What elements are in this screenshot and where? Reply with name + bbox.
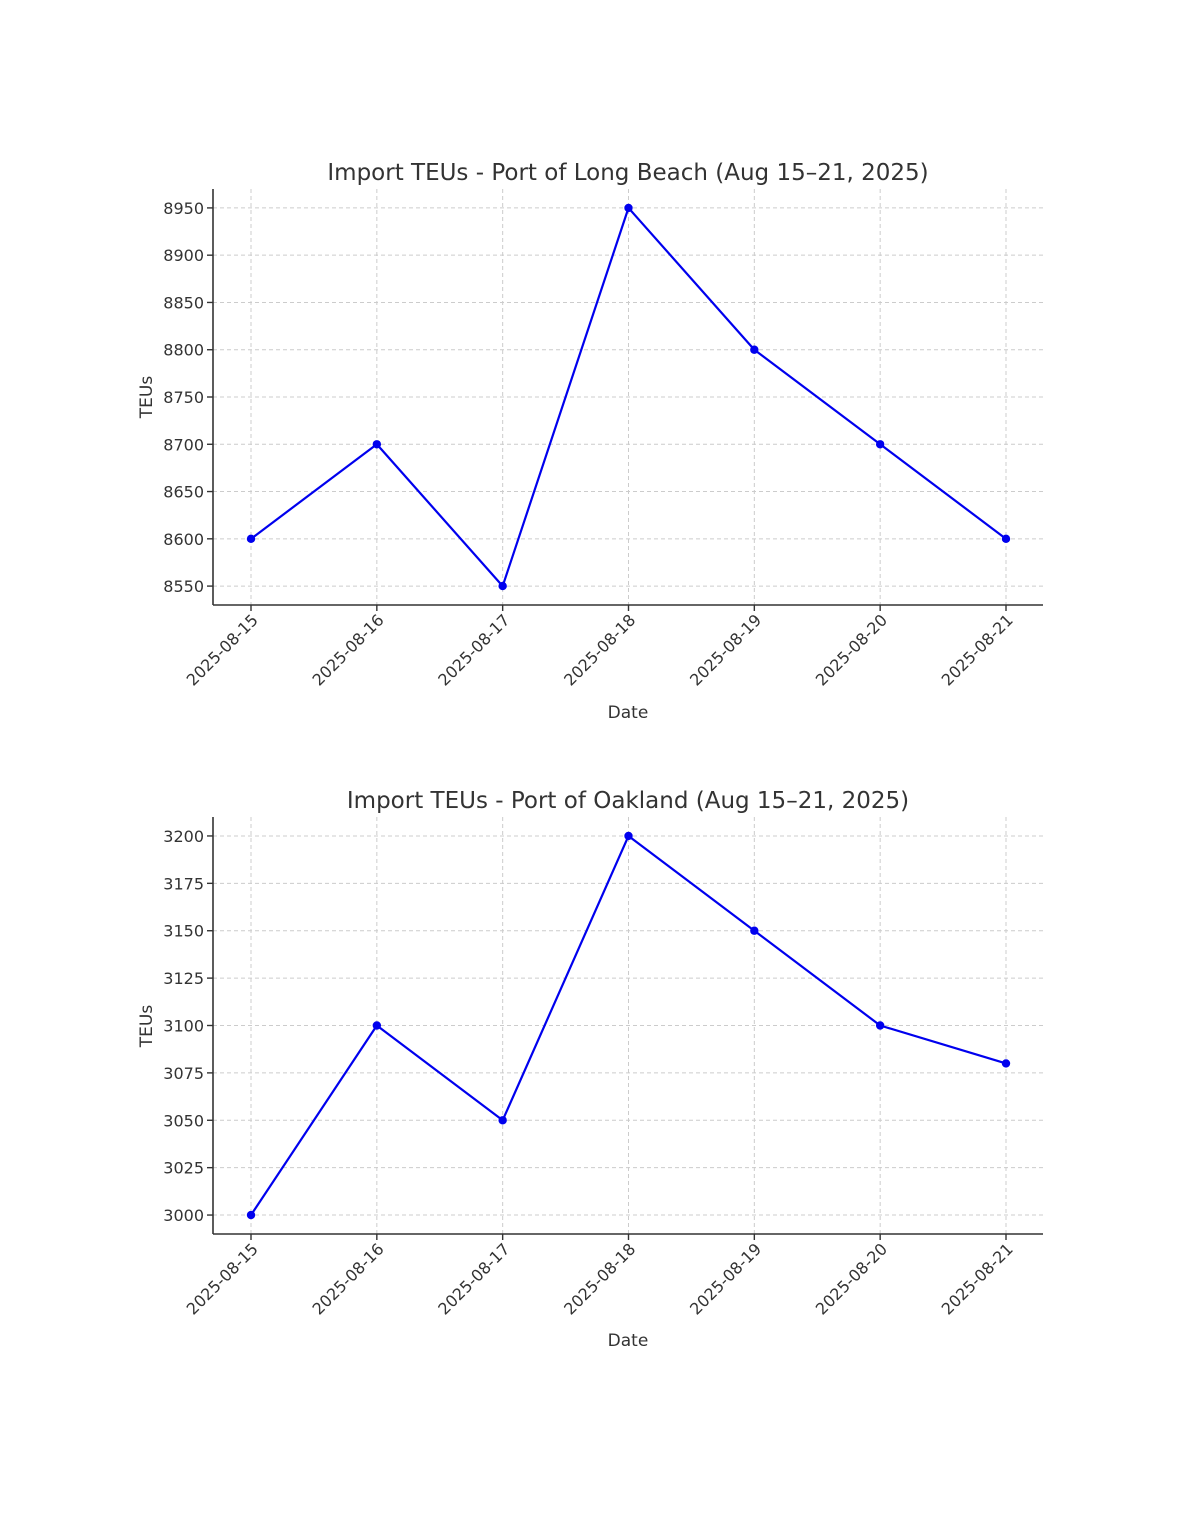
x-axis-label: Date (608, 703, 649, 723)
y-tick-label: 3175 (163, 874, 204, 893)
data-point (1001, 1059, 1011, 1068)
y-tick-label: 8850 (163, 293, 204, 312)
y-tick-label: 3050 (163, 1111, 204, 1130)
y-tick-label: 8550 (163, 577, 204, 596)
y-tick-label: 3150 (163, 922, 204, 941)
data-point (624, 203, 633, 213)
x-tick-label: 2025-08-20 (812, 1239, 891, 1318)
x-tick-label: 2025-08-16 (308, 610, 387, 689)
x-tick-label: 2025-08-20 (812, 610, 891, 689)
data-point (875, 440, 885, 449)
y-tick-label: 8700 (163, 435, 204, 454)
chart-title: Import TEUs - Port of Long Beach (Aug 15… (327, 160, 928, 186)
x-tick-label: 2025-08-21 (938, 610, 1017, 689)
y-tick-label: 3025 (163, 1159, 204, 1178)
y-tick-label: 8900 (163, 246, 204, 265)
y-tick-label: 3100 (163, 1017, 204, 1036)
x-tick-label: 2025-08-16 (308, 1239, 387, 1318)
x-tick-label: 2025-08-19 (686, 1239, 765, 1318)
y-tick-label: 3125 (163, 969, 204, 988)
y-tick-label: 3000 (163, 1206, 204, 1225)
x-tick-label: 2025-08-19 (686, 610, 765, 689)
data-point (246, 534, 256, 544)
data-point (750, 345, 759, 354)
x-axis-label: Date (608, 1331, 649, 1351)
x-tick-label: 2025-08-21 (938, 1239, 1017, 1318)
data-point (750, 926, 759, 935)
plot-area: 8550 8600 8650 8700 8750 8800 8850 8900 8950 2025… (163, 189, 1043, 690)
x-tick-label: 2025-08-18 (560, 610, 639, 689)
plot-area: 3000 3025 3050 3075 3100 3125 3150 3175 3200 2025… (163, 817, 1043, 1319)
y-tick-label: 8800 (163, 341, 204, 360)
x-tick-label: 2025-08-17 (434, 1239, 513, 1318)
x-tick-label: 2025-08-15 (183, 1239, 262, 1318)
data-point (875, 1021, 885, 1030)
y-tick-label: 8950 (163, 199, 204, 218)
y-axis-label: TEUs (137, 1005, 157, 1049)
data-point (1001, 534, 1011, 544)
y-tick-label: 8600 (163, 530, 204, 549)
y-tick-label: 3200 (163, 827, 204, 846)
data-point (372, 1021, 382, 1030)
x-tick-label: 2025-08-15 (183, 610, 262, 689)
chart-oakland: Import TEUs - Port of Oakland (Aug 15–21… (137, 788, 1043, 1351)
data-point (498, 581, 507, 591)
data-point (624, 831, 633, 841)
chart-long-beach: Import TEUs - Port of Long Beach (Aug 15… (137, 160, 1043, 723)
y-axis-label: TEUs (137, 376, 157, 420)
chart-title: Import TEUs - Port of Oakland (Aug 15–21… (347, 788, 909, 814)
data-point (372, 440, 382, 449)
y-tick-label: 8750 (163, 388, 204, 407)
data-point (246, 1210, 256, 1220)
y-tick-label: 8650 (163, 483, 204, 502)
y-tick-label: 3075 (163, 1064, 204, 1083)
x-tick-label: 2025-08-18 (560, 1239, 639, 1318)
data-point (498, 1116, 507, 1125)
x-tick-label: 2025-08-17 (434, 610, 513, 689)
